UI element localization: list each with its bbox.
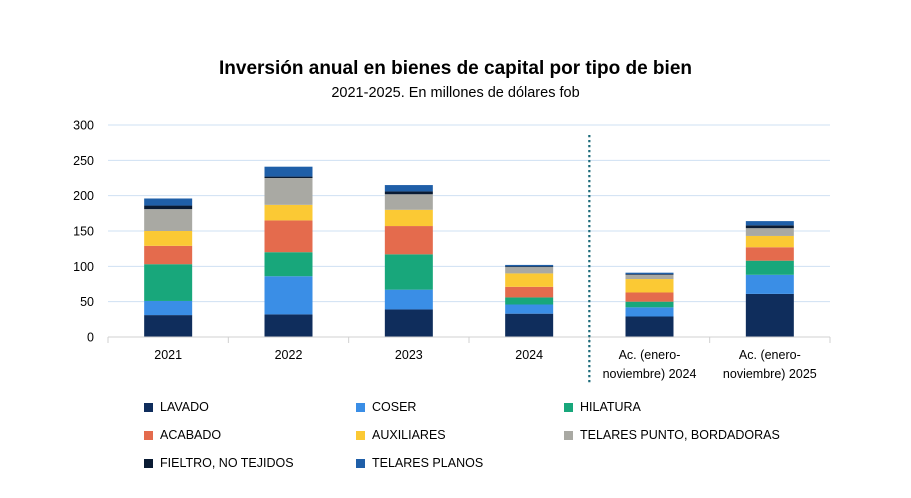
bar-segment-coser: [505, 304, 554, 314]
bar-segment-acabado: [264, 220, 313, 253]
y-tick-label: 150: [73, 225, 94, 239]
bar-segment-auxiliares: [384, 209, 433, 227]
bar-segment-lavado: [384, 309, 433, 337]
bar-segment-telares-planos: [264, 166, 313, 177]
bar-segment-auxiliares: [144, 231, 193, 246]
y-tick-label: 50: [80, 295, 94, 309]
bar-segment-telares-planos: [144, 198, 193, 206]
bar-segment-auxiliares: [625, 279, 674, 293]
bar-segment-fieltro-no-tejidos: [264, 176, 313, 178]
bar-segment-hilatura: [505, 297, 554, 305]
bar-segment-lavado: [505, 313, 554, 337]
x-tick-label: noviembre) 2024: [603, 367, 697, 381]
x-tick-label: 2024: [515, 348, 543, 362]
chart-subtitle: 2021-2025. En millones de dólares fob: [331, 85, 580, 101]
x-tick-label: Ac. (enero-: [739, 348, 801, 362]
y-tick-label: 250: [73, 154, 94, 168]
bar-segment-hilatura: [745, 260, 794, 275]
bar-segment-acabado: [144, 245, 193, 265]
chart-title: Inversión anual en bienes de capital por…: [219, 58, 692, 79]
bar-segment-hilatura: [384, 254, 433, 290]
bar-segment-coser: [144, 300, 193, 316]
bar-segment-telares-punto-bordadoras: [264, 178, 313, 205]
y-tick-label: 0: [87, 331, 94, 345]
bar-segment-acabado: [745, 247, 794, 261]
bar-segment-fieltro-no-tejidos: [384, 191, 433, 195]
bar-segment-hilatura: [144, 264, 193, 301]
bar-segment-lavado: [625, 316, 674, 337]
bar-segment-acabado: [384, 226, 433, 255]
bar-segment-lavado: [264, 314, 313, 337]
y-tick-label: 300: [73, 119, 94, 133]
y-tick-label: 200: [73, 189, 94, 203]
x-tick-label: 2022: [275, 348, 303, 362]
x-tick-label: Ac. (enero-: [619, 348, 681, 362]
bar-segment-hilatura: [264, 252, 313, 277]
bar-segment-auxiliares: [745, 235, 794, 248]
bar-segment-telares-planos: [745, 221, 794, 226]
bar-segment-coser: [745, 274, 794, 294]
bar-segment-telares-planos: [505, 264, 554, 267]
bar-segment-telares-punto-bordadoras: [144, 209, 193, 231]
bar-segment-fieltro-no-tejidos: [144, 205, 193, 210]
bar-segment-telares-punto-bordadoras: [625, 274, 674, 280]
bar-segment-lavado: [144, 315, 193, 337]
bar-segment-fieltro-no-tejidos: [745, 225, 794, 229]
bar-segment-hilatura: [625, 301, 674, 308]
bar-segment-acabado: [625, 292, 674, 302]
bar-segment-auxiliares: [505, 273, 554, 287]
bar-segment-telares-punto-bordadoras: [384, 194, 433, 210]
bar-segment-auxiliares: [264, 204, 313, 221]
bar-segment-acabado: [505, 286, 554, 298]
bar-segment-coser: [625, 307, 674, 317]
x-tick-label: noviembre) 2025: [723, 367, 817, 381]
bar-segment-coser: [264, 276, 313, 315]
bar-segment-telares-planos: [384, 185, 433, 192]
x-tick-label: 2021: [154, 348, 182, 362]
bar-segment-fieltro-no-tejidos: [505, 266, 554, 268]
bar-segment-lavado: [745, 293, 794, 337]
bar-segment-fieltro-no-tejidos: [625, 274, 674, 275]
bar-segment-telares-planos: [625, 272, 674, 275]
x-tick-label: 2023: [395, 348, 423, 362]
bar-segment-telares-punto-bordadoras: [505, 267, 554, 274]
y-tick-label: 100: [73, 260, 94, 274]
bar-segment-coser: [384, 289, 433, 310]
bar-segment-telares-punto-bordadoras: [745, 228, 794, 236]
